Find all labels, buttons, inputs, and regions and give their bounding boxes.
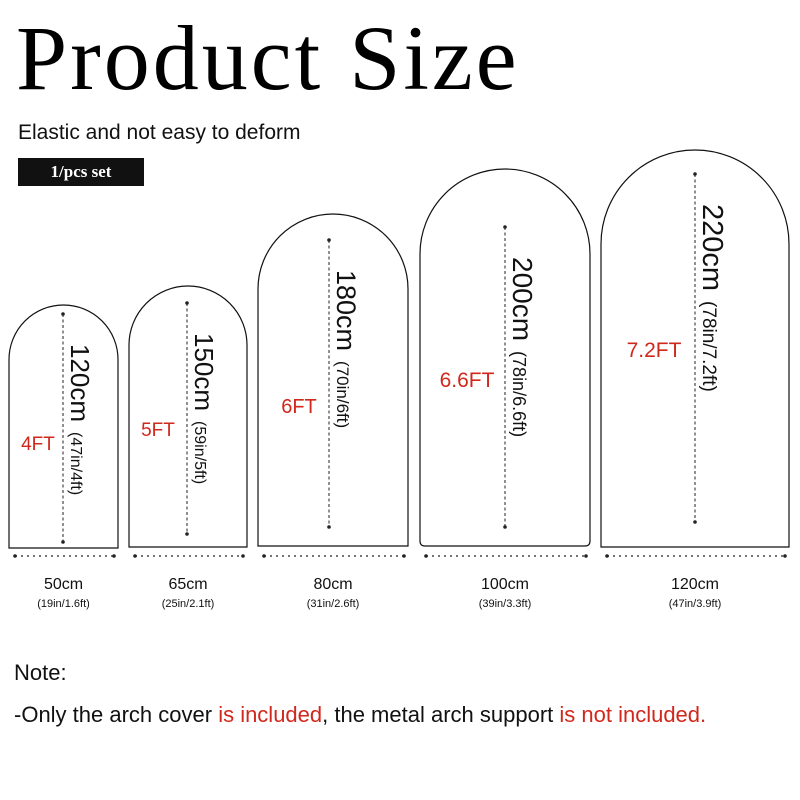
- dimension-dot: [262, 554, 266, 558]
- arch-outline: [128, 285, 248, 548]
- dimension-dot: [424, 554, 428, 558]
- dimension-dot: [185, 532, 189, 536]
- height-label: 200cm (78in/6.6ft): [507, 257, 538, 437]
- arch-outline: [419, 168, 591, 547]
- width-imperial: (31in/2.6ft): [307, 598, 360, 610]
- arch-outline: [8, 304, 119, 549]
- dimension-dot: [783, 554, 787, 558]
- height-value: 120cm: [65, 344, 95, 422]
- height-value: 200cm: [507, 257, 538, 341]
- width-label: 65cm: [168, 576, 207, 593]
- dimension-dot: [133, 554, 137, 558]
- dimension-dot: [61, 540, 65, 544]
- dimension-dot: [693, 172, 697, 176]
- feet-label: 6.6FT: [440, 369, 495, 392]
- height-imperial: (47in/4ft): [67, 432, 84, 495]
- height-value: 180cm: [331, 270, 361, 351]
- feet-label: 6FT: [281, 396, 317, 418]
- height-value: 220cm: [696, 204, 728, 291]
- dimension-dot: [402, 554, 406, 558]
- arch-size-diagram: 120cm (47in/4ft) 4FT 50cm (19in/1.6ft) 150cm (…: [8, 149, 790, 610]
- note-part-1: -Only the arch cover: [14, 702, 219, 727]
- note-text: -Only the arch cover is included, the me…: [14, 702, 706, 728]
- width-label: 100cm: [481, 576, 529, 593]
- height-label: 120cm (47in/4ft): [65, 344, 95, 495]
- width-label: 120cm: [671, 576, 719, 593]
- dimension-dot: [605, 554, 609, 558]
- dimension-dot: [61, 312, 65, 316]
- note-part-3: , the metal arch support: [322, 702, 560, 727]
- dimension-dot: [185, 301, 189, 305]
- page-title: Product Size: [16, 7, 520, 109]
- arch-outline: [257, 213, 409, 547]
- height-label: 220cm (78in/7.2ft): [696, 204, 728, 392]
- dimension-dot: [503, 525, 507, 529]
- width-imperial: (19in/1.6ft): [37, 598, 90, 610]
- note-not-included: is not included.: [559, 702, 707, 727]
- feet-label: 4FT: [21, 434, 55, 455]
- height-imperial: (78in/7.2ft): [698, 301, 719, 392]
- height-imperial: (59in/5ft): [191, 421, 208, 484]
- width-label: 80cm: [313, 576, 352, 593]
- note-label: Note:: [14, 660, 67, 685]
- width-imperial: (25in/2.1ft): [162, 598, 215, 610]
- dimension-dot: [13, 554, 17, 558]
- height-imperial: (70in/6ft): [333, 361, 352, 428]
- dimension-dot: [112, 554, 116, 558]
- height-imperial: (78in/6.6ft): [509, 351, 529, 437]
- dimension-dot: [584, 554, 588, 558]
- arch-outline: [600, 149, 790, 548]
- dimension-dot: [241, 554, 245, 558]
- note-included: is included: [218, 702, 323, 727]
- width-imperial: (39in/3.3ft): [479, 598, 532, 610]
- height-label: 180cm (70in/6ft): [331, 270, 361, 428]
- height-value: 150cm: [189, 333, 219, 411]
- set-badge: 1/pcs set: [18, 158, 144, 186]
- height-label: 150cm (59in/5ft): [189, 333, 219, 484]
- feet-label: 5FT: [141, 420, 175, 441]
- dimension-dot: [327, 525, 331, 529]
- dimension-dot: [503, 225, 507, 229]
- subtitle: Elastic and not easy to deform: [18, 121, 301, 144]
- width-label: 50cm: [44, 576, 83, 593]
- width-imperial: (47in/3.9ft): [669, 598, 722, 610]
- feet-label: 7.2FT: [627, 339, 682, 362]
- dimension-dot: [693, 520, 697, 524]
- dimension-dot: [327, 238, 331, 242]
